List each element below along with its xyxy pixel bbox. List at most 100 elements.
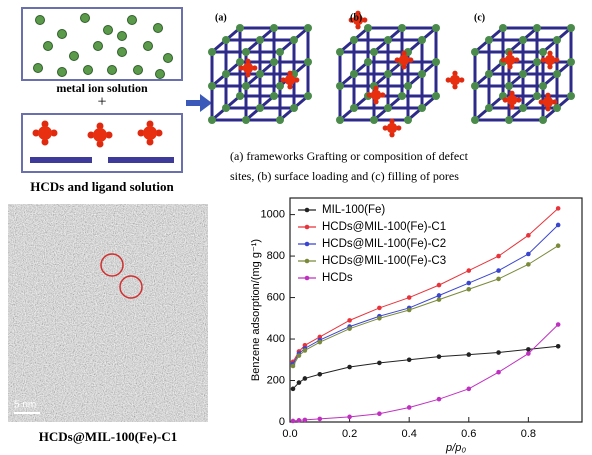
data-point: [303, 348, 308, 353]
hcd-core: [450, 75, 461, 86]
metal-node: [533, 58, 541, 66]
hcd-core: [543, 97, 554, 108]
y-tick-label: 800: [267, 250, 285, 262]
metal-node: [471, 116, 479, 124]
y-tick-label: 1000: [261, 208, 285, 220]
data-point: [556, 206, 561, 211]
metal-node: [276, 48, 284, 56]
hcd-core: [505, 55, 516, 66]
metal-node: [384, 104, 392, 112]
metal-node: [350, 70, 358, 78]
metal-node: [539, 116, 547, 124]
y-tick-label: 400: [267, 333, 285, 345]
y-axis-label: Benzene adsorption/(mg g⁻¹): [250, 239, 262, 381]
data-point: [407, 405, 412, 410]
data-point: [466, 387, 471, 392]
metal-node: [276, 116, 284, 124]
metal-node: [270, 58, 278, 66]
data-point: [526, 347, 531, 352]
metal-node: [364, 24, 372, 32]
metal-node: [418, 70, 426, 78]
metal-node: [370, 116, 378, 124]
metal-node: [364, 58, 372, 66]
hcd-core: [285, 75, 296, 86]
data-point: [303, 418, 308, 423]
metal-node: [304, 92, 312, 100]
hcd-core: [371, 90, 382, 101]
data-point: [437, 293, 442, 298]
data-point: [347, 326, 352, 331]
metal-node: [519, 70, 527, 78]
x-tick-label: 0.0: [282, 428, 297, 440]
hcd-core: [143, 126, 157, 140]
data-point: [317, 372, 322, 377]
metal-ion: [154, 24, 163, 33]
data-point: [347, 318, 352, 323]
legend-label: HCDs@MIL-100(Fe)-C1: [322, 221, 446, 233]
metal-node: [242, 116, 250, 124]
metal-node: [270, 92, 278, 100]
metal-ion: [81, 14, 90, 23]
metal-node: [208, 82, 216, 90]
caption-line: (a) frameworks Grafting or composition o…: [230, 149, 469, 163]
data-point: [466, 287, 471, 292]
series-line: [293, 346, 558, 389]
data-point: [291, 419, 296, 424]
metal-ion: [144, 42, 153, 51]
panel-label: (a): [215, 12, 227, 23]
data-point: [437, 354, 442, 359]
legend-marker: [305, 242, 310, 247]
y-tick-label: 0: [279, 416, 285, 428]
metal-node: [236, 24, 244, 32]
legend-label: HCDs: [322, 272, 353, 284]
legend-label: MIL-100(Fe): [322, 204, 385, 216]
data-point: [437, 397, 442, 402]
metal-ion: [70, 52, 79, 61]
figure: metal ion solution + HCDs and ligand sol…: [0, 0, 592, 455]
metal-ion: [156, 70, 165, 79]
metal-node: [485, 70, 493, 78]
metal-ion: [164, 54, 173, 63]
data-point: [297, 353, 302, 358]
data-point: [407, 308, 412, 313]
x-tick-label: 0.4: [402, 428, 417, 440]
metal-node: [418, 104, 426, 112]
metal-node: [384, 70, 392, 78]
data-point: [556, 223, 561, 228]
plus: +: [97, 94, 106, 111]
metal-node: [553, 70, 561, 78]
data-point: [526, 252, 531, 257]
data-point: [496, 268, 501, 273]
ligand-label: HCDs and ligand solution: [30, 179, 174, 194]
metal-ion: [58, 30, 67, 39]
legend-label: HCDs@MIL-100(Fe)-C2: [322, 238, 446, 250]
data-point: [377, 411, 382, 416]
metal-node: [222, 104, 230, 112]
metal-node: [236, 58, 244, 66]
data-point: [496, 370, 501, 375]
metal-node: [350, 104, 358, 112]
metal-ion: [84, 66, 93, 75]
metal-node: [485, 104, 493, 112]
data-point: [347, 365, 352, 370]
metal-node: [222, 36, 230, 44]
data-point: [466, 352, 471, 357]
metal-ion: [134, 66, 143, 75]
data-point: [317, 340, 322, 345]
metal-node: [539, 48, 547, 56]
metal-node: [553, 104, 561, 112]
legend-label: HCDs@MIL-100(Fe)-C3: [322, 255, 446, 267]
metal-ion: [44, 42, 53, 51]
data-point: [437, 283, 442, 288]
metal-node: [505, 82, 513, 90]
hcd-core: [545, 55, 556, 66]
metal-ion: [128, 16, 137, 25]
data-point: [377, 306, 382, 311]
x-tick-label: 0.2: [342, 428, 357, 440]
data-point: [297, 418, 302, 423]
legend-marker: [305, 259, 310, 264]
metal-node: [242, 82, 250, 90]
metal-label: metal ion solution: [56, 81, 148, 95]
metal-node: [336, 48, 344, 56]
panel-label: (b): [350, 12, 362, 23]
